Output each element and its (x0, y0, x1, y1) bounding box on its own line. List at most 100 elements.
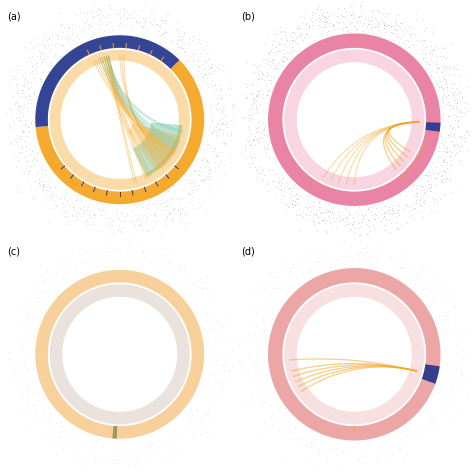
Point (361, 459, 368, 467)
Point (61, 212, 69, 220)
Point (320, 24, 328, 31)
Point (418, 175, 425, 182)
Point (55, 53, 63, 60)
Point (121, 212, 129, 219)
Point (365, 440, 373, 447)
Point (335, 19, 342, 27)
Point (425, 287, 432, 295)
Point (201, 45, 208, 53)
Point (223, 112, 230, 120)
Point (266, 420, 273, 428)
Point (250, 403, 257, 410)
Point (326, 219, 334, 227)
Point (447, 89, 455, 96)
Point (209, 374, 217, 381)
Point (45, 219, 53, 227)
Point (250, 95, 258, 103)
Point (323, 452, 330, 460)
Point (216, 91, 223, 99)
Point (453, 65, 460, 73)
Point (204, 407, 211, 414)
Point (313, 448, 321, 456)
Point (272, 183, 279, 191)
Point (225, 91, 233, 99)
Point (260, 298, 268, 306)
Point (319, 9, 327, 16)
Point (109, 236, 117, 244)
Point (394, 224, 402, 231)
Point (144, 204, 151, 211)
Point (284, 185, 292, 192)
Point (186, 52, 193, 59)
Point (86, 211, 93, 219)
Point (103, 20, 111, 27)
Point (302, 29, 310, 37)
Point (27, 65, 35, 73)
Point (235, 356, 243, 364)
Point (19, 127, 27, 135)
Point (465, 73, 472, 81)
Point (21, 90, 28, 97)
Point (94, 6, 101, 13)
Point (405, 202, 413, 210)
Point (417, 208, 425, 216)
Point (13, 100, 21, 107)
Point (155, 27, 163, 35)
Point (87, 221, 95, 228)
Point (288, 189, 295, 197)
Point (152, 20, 159, 28)
Point (420, 200, 428, 207)
Point (372, 452, 380, 459)
Point (169, 442, 176, 449)
Point (353, 26, 360, 34)
Point (418, 193, 425, 201)
Point (227, 131, 234, 138)
Point (30, 65, 38, 73)
Point (410, 182, 417, 189)
Point (68, 212, 75, 220)
Point (272, 178, 279, 185)
Point (456, 133, 463, 140)
Point (219, 116, 226, 123)
Point (252, 91, 259, 99)
Point (338, 13, 346, 20)
Point (170, 270, 177, 278)
Point (319, 18, 327, 25)
Point (293, 191, 301, 198)
Point (207, 166, 214, 173)
Point (147, 39, 155, 47)
Point (342, 0, 349, 8)
Point (207, 159, 214, 167)
Point (21, 73, 28, 81)
Point (75, 36, 83, 43)
Point (92, 455, 100, 463)
Point (452, 84, 460, 91)
Point (310, 36, 318, 44)
Point (458, 141, 465, 149)
Point (51, 50, 59, 57)
Point (39, 67, 47, 75)
Point (275, 178, 283, 186)
Point (207, 64, 214, 72)
Point (214, 325, 222, 333)
Point (82, 258, 90, 266)
Point (430, 293, 438, 301)
Point (153, 26, 160, 34)
Point (85, 201, 92, 208)
Point (35, 388, 43, 396)
Point (117, 19, 124, 27)
Point (173, 39, 180, 47)
Point (132, 17, 140, 25)
Point (425, 168, 432, 175)
Point (459, 136, 466, 143)
Point (318, 265, 326, 273)
Point (19, 112, 27, 120)
Point (171, 204, 178, 212)
Point (336, 254, 343, 261)
Point (330, 22, 337, 30)
Point (33, 117, 41, 125)
Point (256, 305, 264, 312)
Point (131, 462, 139, 469)
Point (10, 75, 18, 82)
Point (175, 201, 183, 209)
